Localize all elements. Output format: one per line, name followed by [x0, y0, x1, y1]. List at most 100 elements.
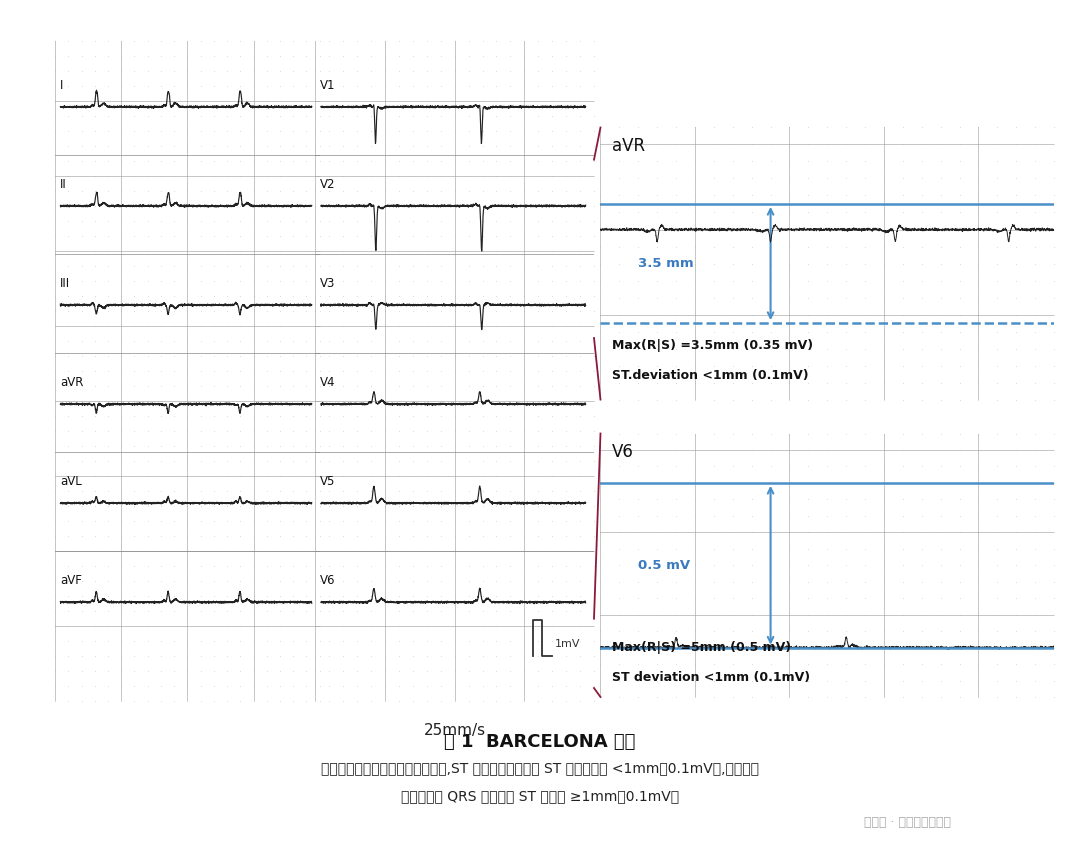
Point: [474, 34, 491, 48]
Point: [781, 558, 798, 572]
Point: [307, 199, 324, 212]
Point: [126, 199, 143, 212]
Point: [950, 257, 968, 270]
Point: [126, 499, 143, 513]
Point: [988, 291, 1005, 304]
Point: [271, 244, 288, 258]
Point: [1026, 308, 1043, 321]
Point: [571, 544, 589, 558]
Point: [404, 634, 421, 648]
Point: [460, 604, 477, 618]
Point: [232, 184, 249, 198]
Point: [761, 558, 779, 572]
Point: [218, 499, 235, 513]
Point: [271, 34, 288, 48]
Point: [376, 334, 393, 348]
Point: [761, 240, 779, 253]
Point: [218, 79, 235, 93]
Point: [557, 214, 575, 228]
Point: [46, 214, 64, 228]
Point: [99, 559, 117, 573]
Point: [126, 424, 143, 438]
Point: [705, 443, 723, 456]
Point: [781, 608, 798, 621]
Point: [152, 154, 170, 167]
Point: [232, 94, 249, 108]
Point: [86, 379, 104, 393]
Point: [192, 94, 210, 108]
Point: [298, 604, 315, 618]
Point: [205, 184, 222, 198]
Point: [112, 620, 130, 633]
Point: [152, 109, 170, 122]
Point: [474, 409, 491, 422]
Point: [488, 109, 505, 122]
Point: [418, 484, 435, 498]
Point: [99, 469, 117, 483]
Point: [298, 289, 315, 303]
Point: [298, 575, 315, 588]
Point: [799, 189, 818, 202]
Point: [335, 454, 352, 468]
Point: [349, 530, 366, 543]
Point: [152, 320, 170, 333]
Point: [460, 649, 477, 663]
Point: [875, 342, 892, 355]
Point: [205, 394, 222, 408]
Point: [502, 320, 519, 333]
Point: [218, 514, 235, 528]
Point: [1045, 206, 1063, 219]
Point: [705, 376, 723, 389]
Point: [932, 240, 949, 253]
Point: [875, 542, 892, 556]
Point: [307, 79, 324, 93]
Point: [432, 469, 449, 483]
Point: [152, 604, 170, 618]
Point: [271, 409, 288, 422]
Point: [724, 525, 741, 539]
Point: [446, 665, 463, 678]
Point: [856, 657, 874, 671]
Point: [970, 206, 987, 219]
Point: [390, 665, 407, 678]
Text: 1mV: 1mV: [555, 639, 580, 649]
Point: [418, 604, 435, 618]
Point: [988, 274, 1005, 287]
Point: [245, 454, 262, 468]
Point: [687, 121, 704, 134]
Point: [592, 359, 609, 372]
Point: [875, 427, 892, 440]
Point: [86, 275, 104, 288]
Point: [914, 641, 931, 654]
Point: [152, 169, 170, 183]
Point: [1026, 427, 1043, 440]
Point: [73, 334, 91, 348]
Point: [152, 124, 170, 138]
Point: [298, 634, 315, 648]
Point: [705, 592, 723, 605]
Point: [819, 624, 836, 638]
Point: [611, 592, 629, 605]
Point: [838, 155, 855, 168]
Point: [838, 542, 855, 556]
Point: [126, 559, 143, 573]
Point: [460, 679, 477, 693]
Point: [799, 291, 818, 304]
Point: [205, 469, 222, 483]
Point: [376, 394, 393, 408]
Point: [165, 199, 183, 212]
Point: [46, 94, 64, 108]
Point: [611, 674, 629, 688]
Point: [502, 259, 519, 273]
Point: [298, 649, 315, 663]
Point: [285, 349, 302, 363]
Point: [218, 244, 235, 258]
Point: [1045, 189, 1063, 202]
Point: [667, 509, 685, 523]
Point: [335, 365, 352, 378]
Point: [781, 575, 798, 588]
Point: [46, 49, 64, 63]
Point: [781, 592, 798, 605]
Point: [543, 320, 561, 333]
Point: [404, 289, 421, 303]
